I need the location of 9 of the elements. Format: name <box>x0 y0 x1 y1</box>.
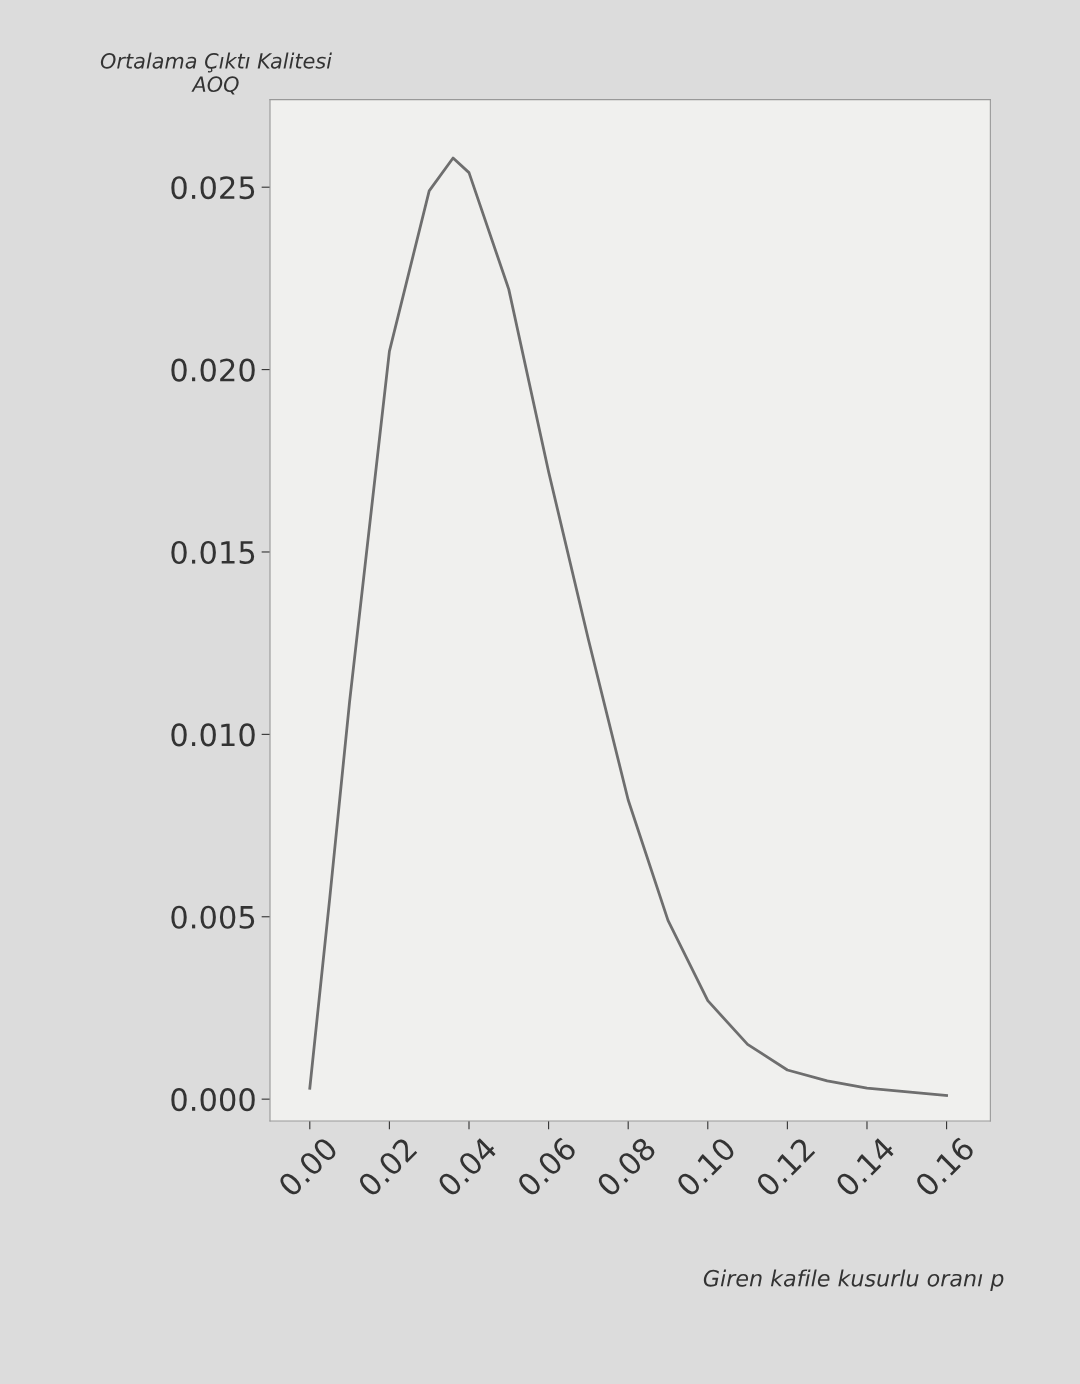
y-tick-label: 0.010 <box>171 723 255 747</box>
y-tick-label: 0.020 <box>171 358 255 382</box>
y-tick-label: 0.015 <box>171 540 255 565</box>
y-tick-label: 0.005 <box>171 905 255 929</box>
x-axis-title: Giren kafile kusurlu oranı p <box>703 1269 1004 1291</box>
y-tick-label: 0.000 <box>171 1088 255 1112</box>
y-axis-title: Ortalama Çıktı Kalitesi AOQ <box>100 52 332 95</box>
line-series <box>308 156 948 1097</box>
y-tick-label: 0.025 <box>171 176 255 200</box>
